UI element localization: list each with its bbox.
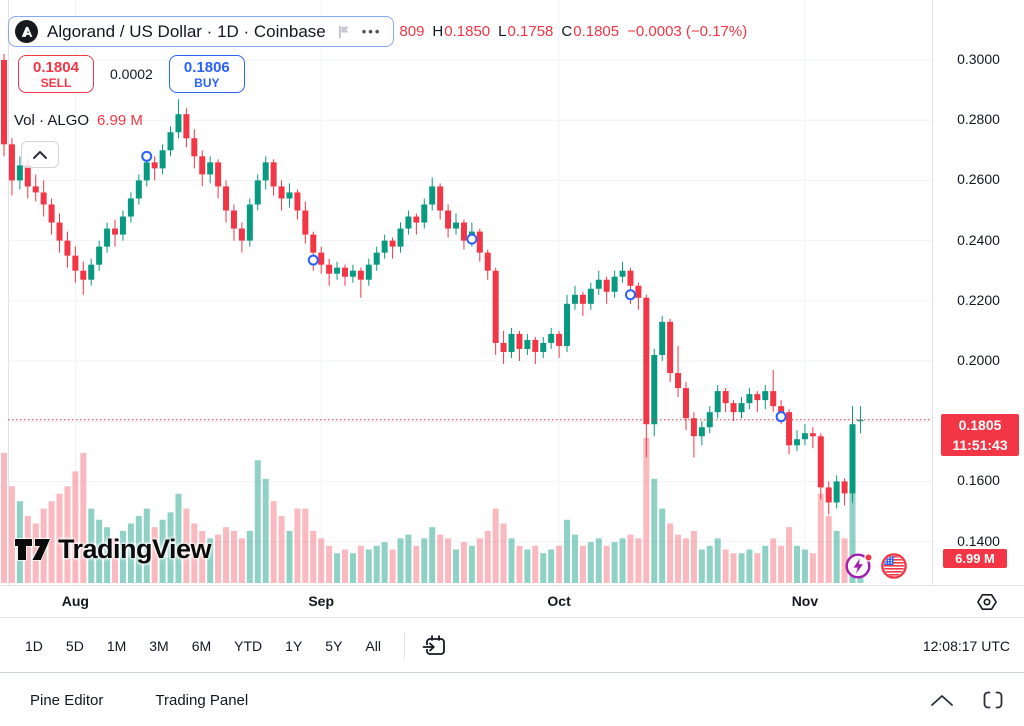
price-tick-label: 0.1600 [957, 472, 1000, 489]
chart-pane[interactable]: 0.14000.16000.18000.20000.22000.24000.26… [0, 0, 1024, 585]
current-price-value: 0.1805 [958, 416, 1002, 433]
legend-collapse-button[interactable] [21, 141, 59, 168]
symbol-button[interactable]: Algorand / US Dollar · 1D · Coinbase ••• [8, 16, 395, 47]
price-tick-label: 0.2200 [957, 291, 1000, 308]
range-button-1d[interactable]: 1D [25, 637, 43, 654]
price-axis[interactable]: 0.14000.16000.18000.20000.22000.24000.26… [932, 0, 1024, 585]
volume-legend-value: 6.99 M [97, 112, 143, 129]
price-tick-label: 0.2800 [957, 111, 1000, 128]
range-button-5d[interactable]: 5D [65, 637, 84, 654]
ohlc-close-label: C [561, 23, 573, 40]
spread-value: 0.0002 [110, 66, 153, 82]
current-price-badge: 0.1805 11:51:43 [941, 413, 1019, 456]
watermark-text: TradingView [58, 533, 212, 564]
volume-study-legend[interactable]: Vol · ALGO 6.99 M [14, 112, 143, 129]
buy-price: 0.1806 [183, 58, 230, 76]
price-tick-label: 0.2600 [957, 171, 1000, 188]
fullscreen-button[interactable] [982, 690, 1004, 710]
ohlc-high: 0.1850 [444, 23, 491, 40]
panel-controls [930, 690, 1004, 710]
ohlc-close: 0.1805 [573, 23, 620, 40]
bottom-panel-bar: Pine Editor Trading Panel [0, 674, 1024, 726]
chevron-up-icon [931, 695, 953, 706]
sell-button[interactable]: 0.1804 SELL [18, 55, 94, 93]
chevron-up-icon [33, 150, 47, 159]
time-axis-month-label: Oct [547, 593, 571, 609]
ohlc-change: −0.0003 (−0.17%) [627, 23, 748, 40]
buy-button[interactable]: 0.1806 BUY [168, 55, 245, 93]
streams-lightning-icon[interactable] [844, 551, 874, 581]
volume-legend-label: Vol · ALGO [14, 112, 90, 129]
chart-legend-row: Algorand / US Dollar · 1D · Coinbase •••… [8, 16, 747, 47]
trade-buttons-row: 0.1804 SELL 0.0002 0.1806 BUY [18, 55, 245, 93]
range-toolbar: 1D 5D 1M 3M 6M YTD 1Y 5Y All 12:08:17 UTC [0, 619, 1024, 673]
price-tick-label: 0.1400 [957, 532, 1000, 549]
us-flag-events-icon[interactable] [879, 551, 909, 581]
calendar-icon [422, 634, 445, 655]
bar-countdown: 11:51:43 [952, 436, 1008, 453]
ohlc-open: 809 [399, 23, 425, 40]
symbol-title: Algorand / US Dollar · 1D · Coinbase [47, 21, 326, 41]
fullscreen-icon [983, 691, 1003, 709]
range-button-5y[interactable]: 5Y [325, 637, 343, 654]
flag-icon[interactable] [335, 23, 353, 41]
toolbar-divider [403, 632, 405, 659]
ohlc-low: 0.1758 [507, 23, 554, 40]
range-button-all[interactable]: All [365, 637, 381, 654]
time-axis-month-label: Aug [61, 593, 89, 609]
volume-badge: 6.99 M [943, 549, 1007, 568]
tradingview-watermark: TradingView [14, 533, 212, 565]
price-tick-label: 0.2400 [957, 231, 1000, 248]
ohlc-high-label: H [432, 23, 444, 40]
sell-label: SELL [40, 75, 72, 90]
expand-panel-button[interactable] [930, 693, 954, 707]
go-to-date-button[interactable] [422, 633, 448, 659]
tradingview-logo-icon [14, 538, 51, 561]
time-axis-month-label: Nov [791, 593, 819, 609]
time-axis-month-label: Sep [308, 593, 335, 609]
trading-panel-tab[interactable]: Trading Panel [155, 691, 249, 709]
time-axis[interactable]: Aug Sep Oct Nov [0, 585, 1024, 618]
more-options-icon[interactable]: ••• [361, 24, 382, 39]
pine-editor-tab[interactable]: Pine Editor [30, 691, 104, 709]
price-tick-label: 0.3000 [957, 51, 1000, 67]
ohlc-values: 809 H 0.1850 L 0.1758 C 0.1805 −0.0003 (… [399, 23, 747, 40]
algorand-logo-icon [15, 20, 38, 43]
floating-widgets [844, 551, 909, 581]
range-button-1m[interactable]: 1M [106, 637, 127, 654]
buy-label: BUY [194, 75, 220, 90]
range-button-1y[interactable]: 1Y [285, 637, 303, 654]
range-button-ytd[interactable]: YTD [234, 637, 263, 654]
range-button-3m[interactable]: 3M [149, 637, 169, 654]
price-tick-label: 0.2000 [957, 352, 1000, 368]
range-buttons: 1D 5D 1M 3M 6M YTD 1Y 5Y All [24, 636, 403, 656]
range-button-6m[interactable]: 6M [191, 637, 212, 654]
settings-icon[interactable] [976, 591, 998, 618]
clock-utc[interactable]: 12:08:17 UTC [922, 637, 1010, 654]
ohlc-low-label: L [498, 23, 507, 40]
candlestick-chart[interactable] [0, 0, 932, 585]
sell-price: 0.1804 [33, 58, 79, 76]
